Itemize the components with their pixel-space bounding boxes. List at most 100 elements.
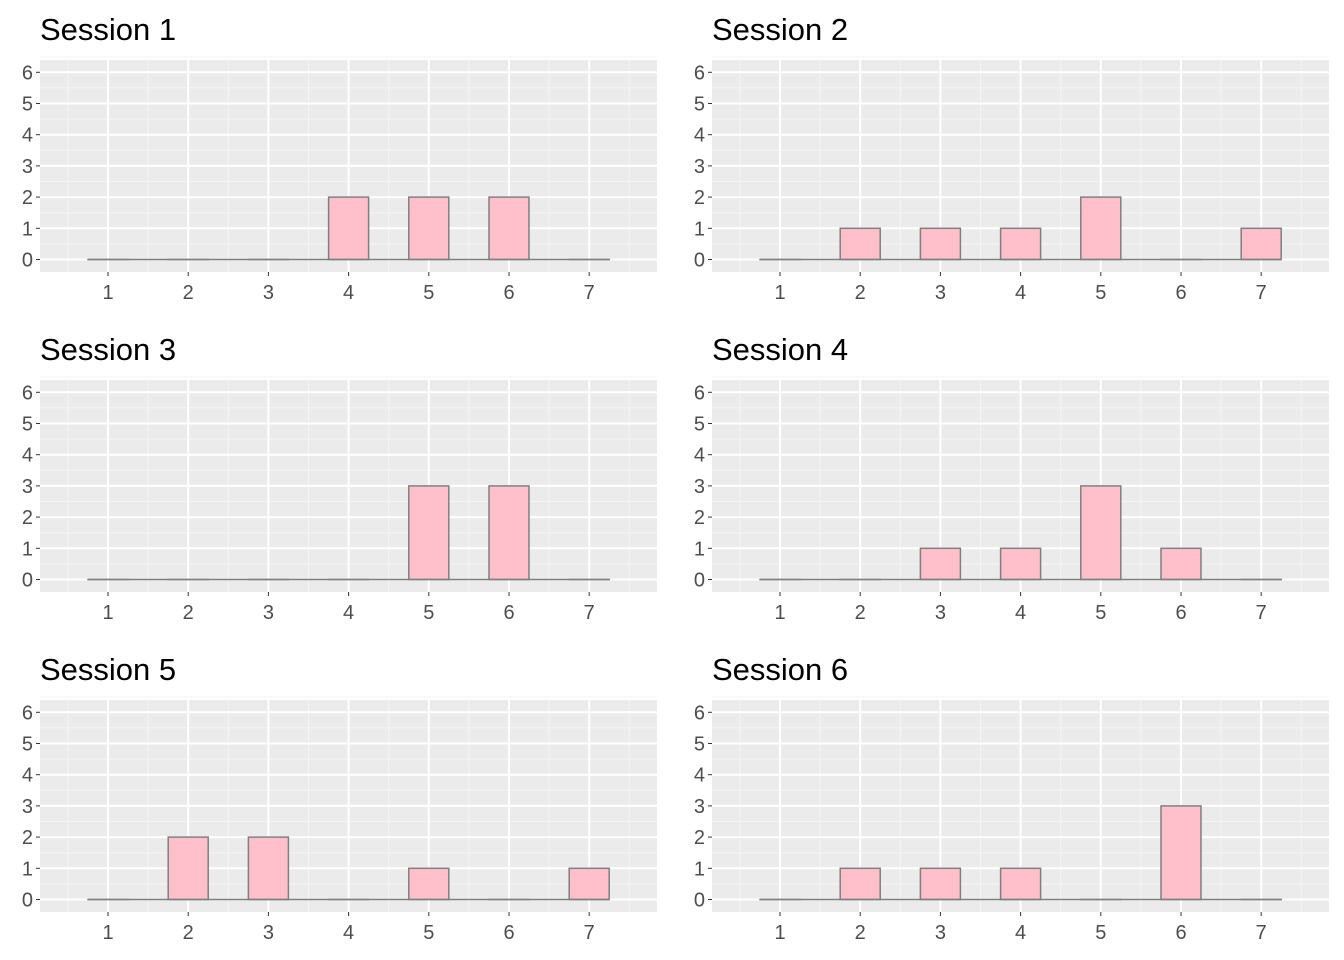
bar-4: [999, 547, 1042, 581]
bar-6: [488, 196, 530, 261]
panel-title: Session 2: [712, 12, 848, 47]
y-tick-label: 5: [694, 414, 705, 436]
x-tick-label: 4: [1015, 602, 1026, 624]
x-tick-label: 7: [1256, 602, 1267, 624]
y-tick-label: 0: [22, 890, 33, 912]
x-tick-label: 2: [855, 282, 866, 304]
bar-4: [999, 227, 1042, 261]
y-tick-label: 2: [694, 507, 705, 529]
bar-2: [839, 867, 881, 901]
x-tick-label: 7: [584, 602, 595, 624]
y-tick-label: 4: [22, 765, 33, 787]
x-tick-label: 1: [102, 282, 113, 304]
y-tick-label: 3: [694, 796, 705, 818]
bar-2: [167, 836, 209, 901]
x-tick-label: 3: [263, 282, 274, 304]
x-tick-label: 3: [935, 282, 946, 304]
x-tick-label: 5: [423, 602, 434, 624]
chart-panel-6: Session 6 0 1 2 3 4 5 6 1 2 3 4 5 6 7: [694, 652, 1329, 944]
bar-5: [408, 867, 450, 901]
chart-panel-3: Session 3 0 1 2 3 4 5 6 1 2 3 4 5 6 7: [22, 332, 657, 624]
bar-6: [1160, 805, 1202, 901]
bar-3: [919, 547, 962, 581]
y-tick-label: 2: [694, 187, 705, 209]
bar-2: [839, 227, 881, 261]
y-tick-label: 6: [694, 702, 705, 724]
y-tick-label: 0: [694, 890, 705, 912]
x-tick-label: 4: [343, 602, 354, 624]
x-tick-label: 6: [1175, 282, 1186, 304]
x-tick-label: 1: [102, 922, 113, 944]
y-tick-label: 1: [22, 218, 33, 240]
y-tick-label: 4: [694, 445, 705, 467]
x-tick-label: 5: [423, 922, 434, 944]
y-tick-label: 0: [694, 250, 705, 272]
y-tick-label: 5: [22, 414, 33, 436]
x-tick-label: 4: [1015, 282, 1026, 304]
y-tick-label: 4: [694, 125, 705, 147]
x-tick-label: 3: [263, 922, 274, 944]
bar-4: [999, 867, 1042, 901]
y-tick-label: 1: [22, 858, 33, 880]
chart-panel-1: Session 1 0 1 2 3 4 5 6 1 2 3 4 5 6 7: [22, 12, 657, 304]
y-tick-label: 2: [22, 827, 33, 849]
y-tick-label: 2: [694, 827, 705, 849]
panel-title: Session 5: [40, 652, 176, 687]
y-tick-label: 3: [694, 476, 705, 498]
y-tick-label: 1: [694, 538, 705, 560]
y-tick-label: 0: [694, 570, 705, 592]
y-tick-label: 2: [22, 507, 33, 529]
y-tick-label: 4: [694, 765, 705, 787]
x-tick-label: 1: [774, 602, 785, 624]
x-tick-label: 4: [343, 282, 354, 304]
panel-title: Session 6: [712, 652, 848, 687]
bar-5: [408, 196, 450, 261]
y-tick-label: 3: [22, 476, 33, 498]
chart-panel-2: Session 2 0 1 2 3 4 5 6 1 2 3 4 5 6 7: [694, 12, 1329, 304]
x-tick-label: 5: [1095, 922, 1106, 944]
y-tick-label: 4: [22, 125, 33, 147]
chart-panel-4: Session 4 0 1 2 3 4 5 6 1 2 3 4 5 6 7: [694, 332, 1329, 624]
x-tick-label: 6: [1175, 922, 1186, 944]
x-tick-label: 6: [503, 282, 514, 304]
y-tick-label: 5: [22, 734, 33, 756]
y-tick-label: 1: [694, 858, 705, 880]
x-tick-label: 6: [1175, 602, 1186, 624]
y-tick-label: 3: [22, 156, 33, 178]
y-tick-label: 3: [22, 796, 33, 818]
bar-5: [408, 485, 450, 581]
y-tick-label: 6: [22, 382, 33, 404]
y-tick-label: 5: [694, 94, 705, 116]
y-tick-label: 4: [22, 445, 33, 467]
x-tick-label: 2: [183, 922, 194, 944]
bar-4: [327, 196, 370, 261]
x-tick-label: 6: [503, 602, 514, 624]
x-tick-label: 4: [1015, 922, 1026, 944]
y-tick-label: 5: [694, 734, 705, 756]
bar-3: [247, 836, 290, 901]
y-tick-label: 0: [22, 250, 33, 272]
y-tick-label: 2: [22, 187, 33, 209]
y-tick-label: 6: [694, 382, 705, 404]
x-tick-label: 5: [423, 282, 434, 304]
bar-6: [488, 485, 530, 581]
chart-panel-5: Session 5 0 1 2 3 4 5 6 1 2 3 4 5 6 7: [22, 652, 657, 944]
x-tick-label: 7: [1256, 922, 1267, 944]
y-tick-label: 1: [22, 538, 33, 560]
x-tick-label: 7: [1256, 282, 1267, 304]
bar-7: [568, 867, 610, 901]
bar-3: [919, 227, 962, 261]
x-tick-label: 3: [935, 602, 946, 624]
y-tick-label: 6: [22, 62, 33, 84]
x-tick-label: 2: [855, 602, 866, 624]
x-tick-label: 2: [855, 922, 866, 944]
y-tick-label: 6: [694, 62, 705, 84]
bar-7: [1240, 227, 1282, 261]
x-tick-label: 2: [183, 602, 194, 624]
bar-3: [919, 867, 962, 901]
y-tick-label: 1: [694, 218, 705, 240]
x-tick-label: 2: [183, 282, 194, 304]
x-tick-label: 1: [102, 602, 113, 624]
y-tick-label: 3: [694, 156, 705, 178]
